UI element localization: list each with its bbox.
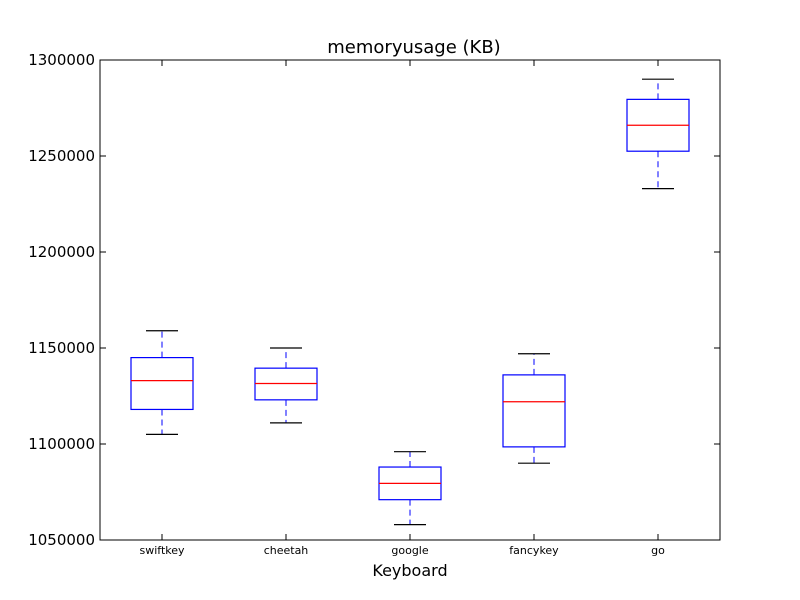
y-tick-label: 1200000 bbox=[28, 243, 95, 261]
x-tick-label: go bbox=[651, 544, 665, 557]
y-tick-label: 1250000 bbox=[28, 147, 95, 165]
x-tick-label: google bbox=[391, 544, 428, 557]
chart-title: memoryusage (KB) bbox=[327, 37, 500, 58]
x-tick-label: cheetah bbox=[264, 544, 309, 557]
plot-area: 1050000 1100000 1150000 1200000 1250000 13000… bbox=[28, 51, 721, 557]
iqr-box bbox=[130, 357, 194, 411]
x-tick-label: fancykey bbox=[509, 544, 559, 557]
x-tick-label: swiftkey bbox=[139, 544, 185, 557]
y-tick-label: 1150000 bbox=[28, 339, 95, 357]
iqr-box bbox=[502, 374, 566, 448]
y-tick-label: 1300000 bbox=[28, 51, 95, 69]
x-axis-label: Keyboard bbox=[372, 561, 447, 580]
y-tick-label: 1050000 bbox=[28, 531, 95, 549]
y-tick-label: 1100000 bbox=[28, 435, 95, 453]
